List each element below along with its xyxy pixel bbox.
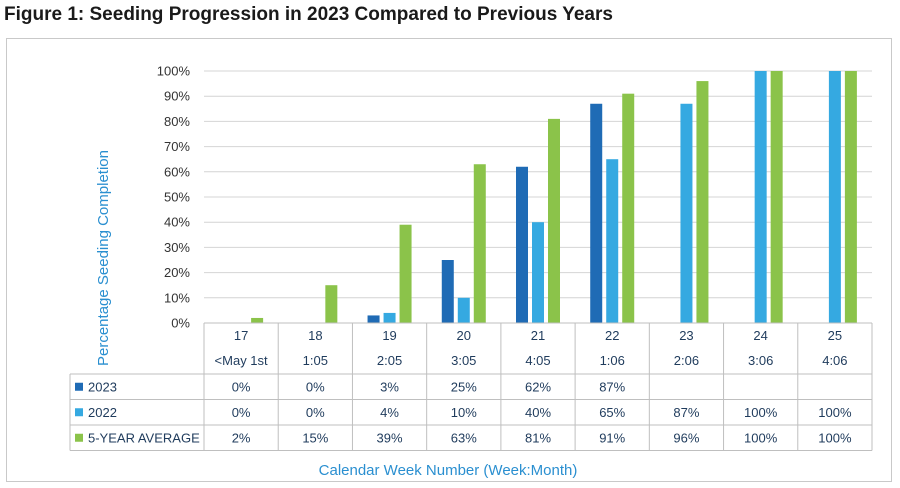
- data-label: 81%: [525, 430, 551, 445]
- x-tick-sublabel: 4:05: [525, 353, 550, 368]
- y-tick-label: 90%: [164, 89, 190, 104]
- bar-2022: [457, 297, 470, 323]
- data-label: 96%: [673, 430, 699, 445]
- data-label: 39%: [377, 430, 403, 445]
- data-label: 87%: [673, 405, 699, 420]
- bar-2022: [383, 312, 396, 323]
- data-label: 91%: [599, 430, 625, 445]
- y-tick-label: 50%: [164, 190, 190, 205]
- x-tick-sublabel: 1:06: [600, 353, 625, 368]
- data-label: 100%: [744, 430, 778, 445]
- bar-5-year-average: [622, 93, 635, 324]
- legend-label: 5-YEAR AVERAGE: [88, 430, 200, 445]
- x-tick-label: 24: [753, 328, 767, 343]
- y-tick-label: 70%: [164, 139, 190, 154]
- bar-2022: [828, 71, 841, 323]
- chart-frame: [6, 38, 892, 482]
- figure-title: Figure 1: Seeding Progression in 2023 Co…: [4, 4, 613, 25]
- x-tick-sublabel: 2:06: [674, 353, 699, 368]
- y-tick-label: 20%: [164, 265, 190, 280]
- x-tick-sublabel: 3:05: [451, 353, 476, 368]
- y-tick-label: 10%: [164, 290, 190, 305]
- bar-2023: [441, 260, 454, 323]
- x-tick-sublabel: 1:05: [303, 353, 328, 368]
- data-label: 100%: [744, 405, 778, 420]
- data-label: 3%: [380, 379, 399, 394]
- legend-swatch: [75, 408, 83, 417]
- legend-label: 2022: [88, 405, 117, 420]
- y-tick-label: 40%: [164, 215, 190, 230]
- legend-label: 2023: [88, 379, 117, 394]
- x-tick-label: 25: [828, 328, 842, 343]
- data-label: 0%: [232, 379, 251, 394]
- y-tick-label: 30%: [164, 240, 190, 255]
- data-label: 15%: [302, 430, 328, 445]
- data-label: 62%: [525, 379, 551, 394]
- legend-swatch: [75, 433, 83, 442]
- data-label: 0%: [232, 405, 251, 420]
- data-label: 100%: [818, 430, 852, 445]
- x-tick-sublabel: <May 1st: [215, 353, 268, 368]
- data-label: 65%: [599, 405, 625, 420]
- x-tick-sublabel: 4:06: [822, 353, 847, 368]
- bar-5-year-average: [399, 224, 412, 323]
- data-label: 0%: [306, 405, 325, 420]
- x-tick-label: 22: [605, 328, 619, 343]
- y-axis-title: Percentage Seeding Completion: [95, 150, 112, 366]
- bar-5-year-average: [325, 285, 338, 323]
- y-tick-label: 0%: [171, 316, 190, 331]
- x-tick-label: 20: [457, 328, 471, 343]
- data-label: 100%: [818, 405, 852, 420]
- y-tick-label: 60%: [164, 164, 190, 179]
- data-label: 10%: [451, 405, 477, 420]
- data-label: 40%: [525, 405, 551, 420]
- x-tick-sublabel: 3:06: [748, 353, 773, 368]
- bar-2023: [367, 315, 380, 323]
- data-label: 25%: [451, 379, 477, 394]
- bar-2022: [532, 222, 544, 323]
- bar-5-year-average: [770, 71, 783, 323]
- x-tick-label: 19: [382, 328, 396, 343]
- data-label: 87%: [599, 379, 625, 394]
- data-label: 4%: [380, 405, 399, 420]
- bar-5-year-average: [473, 164, 486, 323]
- x-tick-label: 21: [531, 328, 545, 343]
- y-tick-label: 100%: [157, 64, 191, 79]
- data-label: 63%: [451, 430, 477, 445]
- bar-2022: [754, 71, 767, 323]
- x-tick-label: 17: [234, 328, 248, 343]
- x-tick-label: 18: [308, 328, 322, 343]
- bar-2023: [590, 103, 603, 323]
- legend-swatch: [75, 382, 83, 391]
- bar-5-year-average: [251, 317, 264, 323]
- bar-5-year-average: [696, 81, 709, 323]
- y-tick-label: 80%: [164, 114, 190, 129]
- bar-5-year-average: [844, 71, 857, 323]
- x-tick-sublabel: 2:05: [377, 353, 402, 368]
- bar-5-year-average: [548, 118, 560, 323]
- x-tick-label: 23: [679, 328, 693, 343]
- bar-2022: [606, 159, 619, 323]
- bar-2022: [680, 103, 693, 323]
- x-axis-title: Calendar Week Number (Week:Month): [319, 462, 578, 479]
- bar-2023: [516, 166, 528, 323]
- data-label: 0%: [306, 379, 325, 394]
- data-label: 2%: [232, 430, 251, 445]
